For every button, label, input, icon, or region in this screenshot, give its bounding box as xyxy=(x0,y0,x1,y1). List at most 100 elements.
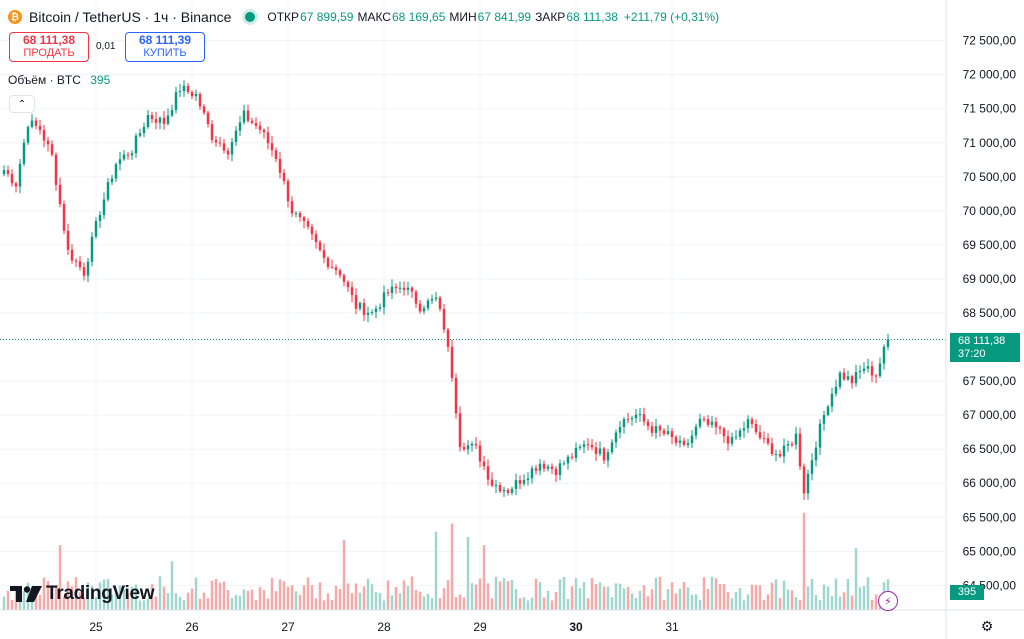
price-axis[interactable]: 72 500,00 72 000,00 71 500,00 71 000,00 70 5… xyxy=(963,34,1017,593)
candle-body xyxy=(114,164,118,179)
candle-body xyxy=(842,372,846,380)
candle-body xyxy=(390,286,394,294)
tradingview-icon xyxy=(10,586,42,602)
volume-bar xyxy=(394,586,398,610)
candle-body xyxy=(850,376,854,384)
volume-bar xyxy=(22,591,26,610)
volume-bar xyxy=(270,577,274,610)
candle-body xyxy=(870,366,874,376)
candle-body xyxy=(30,120,34,127)
volume-bar xyxy=(442,588,446,610)
time-tick-label: 26 xyxy=(185,620,199,634)
tradingview-logo[interactable]: TradingView xyxy=(10,583,155,605)
candle-body xyxy=(138,133,142,136)
volume-bar xyxy=(206,598,210,610)
volume-bar xyxy=(510,580,514,610)
volume-bar xyxy=(278,579,282,610)
last-price-value: 68 111,38 xyxy=(958,335,1006,347)
volume-bar xyxy=(182,600,186,610)
volume-bar xyxy=(262,590,266,610)
volume-bar xyxy=(410,576,414,610)
price-tick-label: 70 500,00 xyxy=(963,170,1017,184)
symbol-legend[interactable]: ₿ Bitcoin / TetherUS · 1ч · Binance ОТКР… xyxy=(8,8,719,26)
sell-button[interactable]: 68 111,38 ПРОДАТЬ xyxy=(9,32,89,62)
volume-bar xyxy=(738,588,742,610)
candle-body xyxy=(230,142,234,155)
candle-body xyxy=(10,173,14,184)
volume-tag: 395 xyxy=(950,585,984,600)
volume-bar xyxy=(170,561,174,610)
volume-bar xyxy=(538,581,542,610)
volume-bar xyxy=(290,585,294,610)
volume-bar xyxy=(574,578,578,610)
candle-body xyxy=(66,230,70,250)
volume-bar xyxy=(2,596,6,610)
candle-body xyxy=(198,93,202,107)
volume-bar xyxy=(130,586,134,610)
lightning-icon[interactable]: ⚡︎ xyxy=(878,591,898,611)
volume-bar xyxy=(18,598,22,610)
candle-body xyxy=(758,432,762,438)
price-tick-label: 72 500,00 xyxy=(963,34,1017,48)
candle-body xyxy=(362,302,366,315)
candle-body xyxy=(522,480,526,484)
candle-body xyxy=(878,363,882,376)
collapse-legend-button[interactable]: ⌃ xyxy=(9,95,35,113)
candle-body xyxy=(90,236,94,262)
volume-bar xyxy=(506,581,510,610)
volume-legend[interactable]: Объём · BTC 395 xyxy=(8,73,110,87)
volume-bar xyxy=(458,594,462,610)
market-open-icon xyxy=(245,12,256,22)
volume-bar xyxy=(534,578,538,610)
candle-body xyxy=(162,117,166,124)
candle-body xyxy=(82,267,86,276)
candle-body xyxy=(110,178,114,183)
volume-bar xyxy=(502,578,506,610)
candle-body xyxy=(826,406,830,415)
buy-button[interactable]: 68 111,39 КУПИТЬ xyxy=(125,32,205,62)
candle-body xyxy=(658,426,662,431)
volume-bar xyxy=(618,583,622,610)
candle-body xyxy=(646,421,650,427)
exchange: Binance xyxy=(180,9,232,25)
candle-body xyxy=(862,368,866,371)
volume-bar xyxy=(550,600,554,610)
candle-body xyxy=(782,445,786,457)
volume-bar xyxy=(862,586,866,610)
gear-icon[interactable]: ⚙︎ xyxy=(980,617,994,634)
volume-bar xyxy=(390,595,394,610)
volume-bar xyxy=(66,581,70,610)
volume-bar xyxy=(178,597,182,610)
time-tick-label: 25 xyxy=(89,620,103,634)
symbol-name[interactable]: Bitcoin / TetherUS xyxy=(29,9,141,25)
candle-body xyxy=(806,473,810,494)
volume-bar xyxy=(806,586,810,610)
volume-bar xyxy=(242,589,246,610)
candle-body xyxy=(358,302,362,309)
candle-body xyxy=(638,414,642,416)
candle-body xyxy=(706,419,710,425)
candle-body xyxy=(546,466,550,469)
candle-body xyxy=(650,426,654,433)
volume-bar xyxy=(778,598,782,610)
volume-bar xyxy=(94,597,98,610)
candle-body xyxy=(458,413,462,447)
candle-body xyxy=(582,444,586,447)
volume-bar xyxy=(498,581,502,610)
candle-body xyxy=(98,214,102,222)
interval[interactable]: 1ч xyxy=(153,9,169,25)
candle-body xyxy=(354,295,358,309)
volume-bar xyxy=(798,600,802,610)
candle-body xyxy=(654,426,658,433)
candle-body xyxy=(338,270,342,276)
candle-body xyxy=(258,125,262,130)
candle-body xyxy=(494,485,498,487)
volume-bar xyxy=(822,584,826,610)
volume-bar xyxy=(422,596,426,610)
candle-body xyxy=(34,120,38,126)
volume-bar xyxy=(54,586,58,610)
volume-bar xyxy=(42,577,46,610)
volume-bar xyxy=(710,576,714,610)
time-axis[interactable]: 25 26 27 28 29 30 31 xyxy=(89,620,679,634)
